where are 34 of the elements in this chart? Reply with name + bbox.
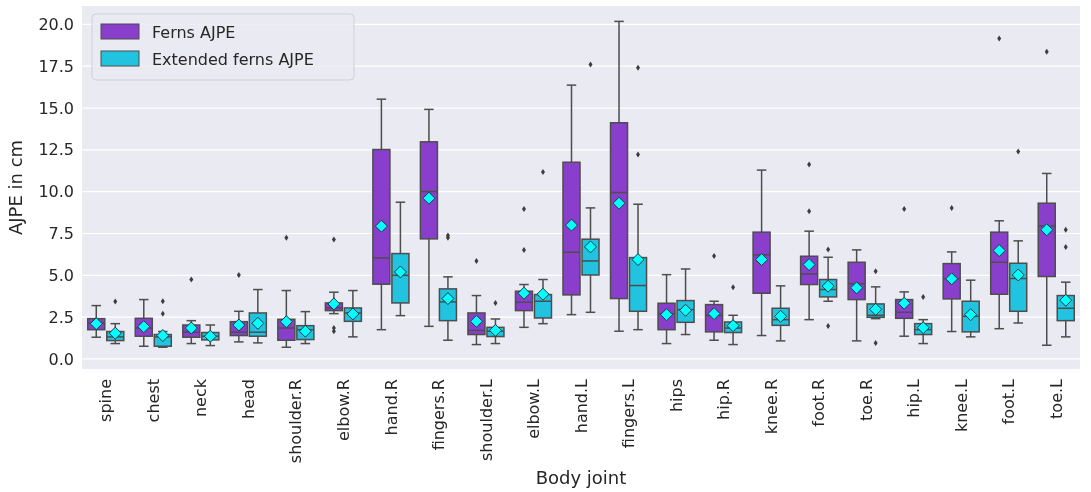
y-tick-label: 0.0 [48, 349, 74, 369]
x-tick-label: elbow.L [524, 378, 544, 439]
x-tick-label: hip.L [904, 378, 924, 418]
y-axis-title: AJPE in cm [5, 139, 26, 236]
x-tick-label: hand.R [381, 379, 401, 436]
x-tick-label: fingers.L [619, 378, 639, 449]
x-tick-label: spine [96, 379, 116, 422]
x-tick-label: elbow.R [333, 379, 353, 442]
legend-label: Extended ferns AJPE [152, 49, 314, 69]
y-tick-label: 2.5 [48, 307, 74, 327]
x-tick-label: shoulder.R [286, 379, 306, 464]
x-tick-label: toe.R [856, 379, 876, 422]
y-tick-label: 10.0 [38, 182, 74, 202]
x-tick-label: knee.R [761, 379, 781, 435]
x-tick-label: toe.L [1046, 378, 1066, 419]
x-axis-title: Body joint [535, 467, 627, 488]
x-tick-label: shoulder.L [476, 378, 496, 461]
y-tick-label: 20.0 [38, 15, 74, 34]
y-tick-label: 17.5 [38, 56, 74, 76]
y-tick-label: 15.0 [38, 98, 74, 118]
y-tick-label: 5.0 [48, 265, 74, 285]
x-tick-label: foot.R [809, 379, 829, 427]
y-tick-label: 12.5 [38, 140, 74, 160]
x-tick-label: hips [666, 379, 686, 413]
y-tick-label: 7.5 [48, 224, 74, 244]
x-tick-label: foot.L [999, 378, 1019, 425]
legend-label: Ferns AJPE [152, 22, 236, 42]
x-tick-label: chest [143, 379, 163, 423]
x-tick-label: hip.R [714, 379, 734, 420]
x-tick-label: neck [191, 378, 211, 418]
x-tick-label: hand.L [571, 378, 591, 434]
x-tick-label: knee.L [951, 378, 971, 433]
x-tick-label: fingers.R [429, 379, 449, 451]
x-tick-label: head [238, 379, 258, 419]
